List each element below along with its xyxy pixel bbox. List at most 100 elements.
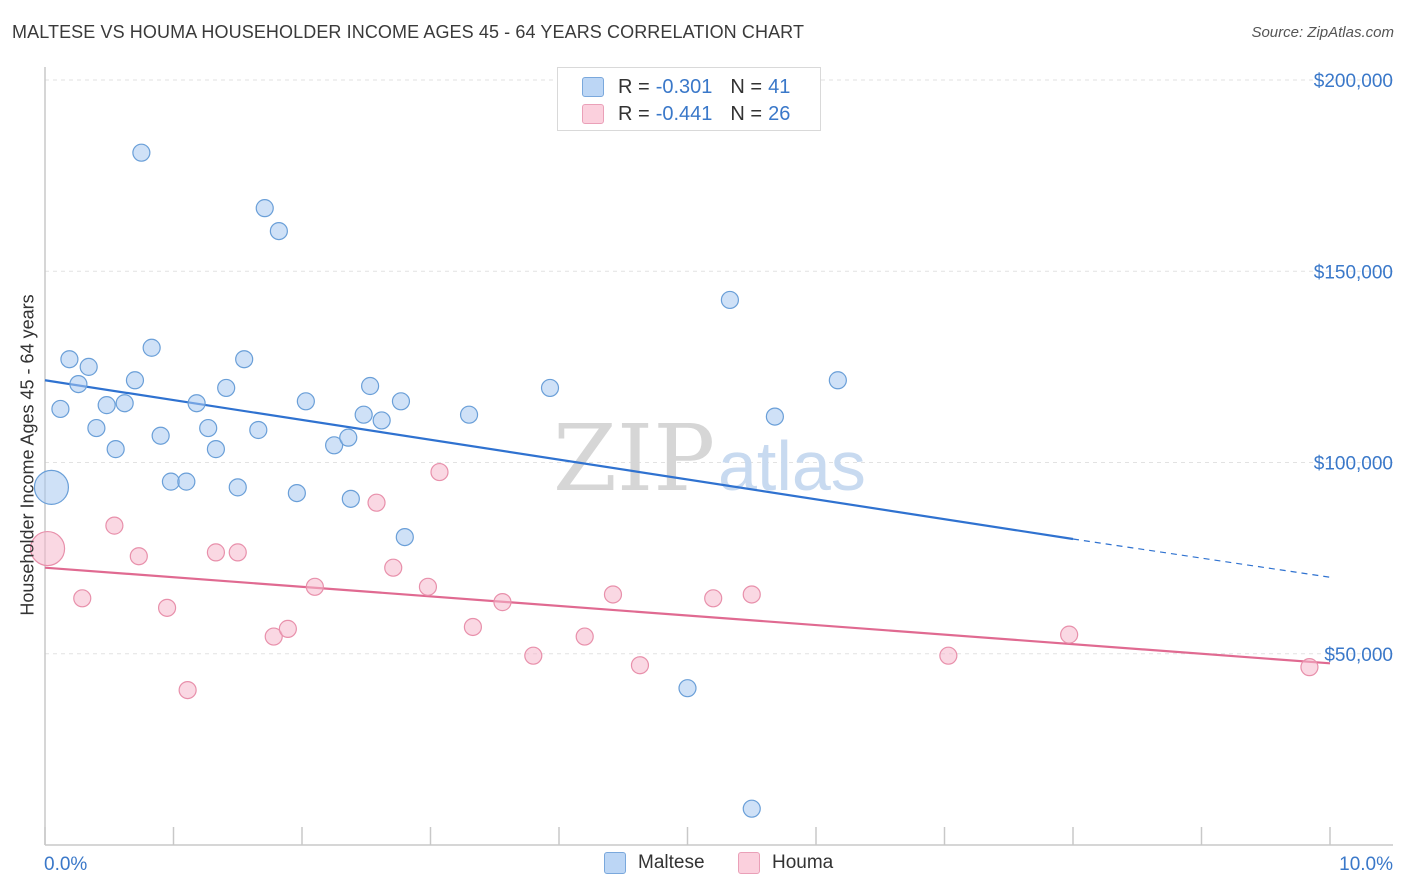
chart-title: MALTESE VS HOUMA HOUSEHOLDER INCOME AGES… [12, 22, 805, 42]
data-point-maltese [459, 405, 479, 424]
data-point-maltese [765, 407, 784, 426]
y-tick-label: $100,000 [1314, 454, 1393, 475]
tick-labels: $50,000 $100,000 $150,000 $200,000 0.0% 10.0% [44, 71, 1393, 875]
data-point-maltese [177, 472, 196, 491]
watermark: ZIP atlas [553, 405, 866, 512]
data-point-houma [630, 656, 650, 675]
data-point-maltese [97, 396, 116, 415]
data-point-maltese [255, 199, 274, 218]
data-point-houma [742, 585, 761, 604]
trend-line-maltese [44, 379, 1074, 541]
x-tick-label: 10.0% [1339, 854, 1393, 875]
y-axis-label: Householder Income Ages 45 - 64 years [17, 294, 38, 616]
data-point-maltese [228, 478, 247, 497]
series-legend-maltese[interactable]: Maltese [604, 852, 705, 874]
data-point-maltese [828, 371, 847, 390]
data-point-maltese [720, 290, 740, 310]
grid-lines [45, 79, 1393, 655]
data-point-houma [73, 589, 92, 608]
watermark-atlas: atlas [718, 427, 866, 505]
data-point-maltese [341, 489, 360, 508]
data-point-maltese [217, 378, 236, 398]
data-point-maltese [106, 440, 125, 459]
data-point-houma [367, 493, 386, 512]
data-point-houma [575, 627, 594, 646]
data-point-maltese [361, 376, 380, 396]
data-point-maltese [69, 374, 88, 394]
series-swatch-houma [738, 852, 760, 874]
data-point-maltese [60, 350, 79, 369]
data-point-maltese [339, 428, 358, 447]
data-point-maltese [125, 371, 145, 390]
series-legend: Maltese Houma [0, 852, 1406, 878]
y-tick-label: $50,000 [1324, 645, 1393, 666]
legend-r-value: -0.441 [655, 102, 713, 125]
data-point-maltese [395, 527, 414, 547]
data-point-maltese [187, 394, 206, 413]
data-point-maltese [391, 392, 411, 411]
legend-n-label: N = [730, 75, 763, 98]
data-point-houma [105, 516, 124, 535]
trend-extension-maltese [1072, 538, 1331, 578]
legend-swatch-houma [582, 104, 604, 124]
legend-r-label: R = [618, 102, 650, 125]
data-point-houma [939, 646, 958, 665]
data-point-maltese [269, 221, 288, 241]
data-point-maltese [33, 469, 70, 505]
legend-row-maltese: R = -0.301 N = 41 [582, 74, 790, 100]
data-point-houma [129, 547, 148, 566]
data-point-houma [1060, 625, 1079, 644]
data-point-maltese [540, 378, 560, 398]
data-point-houma [430, 462, 449, 482]
legend-swatch-maltese [582, 77, 604, 97]
data-point-houma [264, 627, 283, 646]
data-point-maltese [678, 679, 697, 698]
scatter-points [29, 143, 1319, 818]
data-point-maltese [372, 411, 391, 430]
data-point-maltese [79, 357, 98, 376]
series-legend-houma[interactable]: Houma [738, 852, 833, 874]
trend-lines [44, 379, 1331, 665]
legend-r-value: -0.301 [655, 75, 713, 98]
legend-r-label: R = [618, 75, 650, 98]
trend-line-houma [44, 566, 1331, 665]
data-point-maltese [132, 143, 151, 162]
data-point-houma [157, 598, 177, 617]
watermark-zip: ZIP [553, 405, 715, 512]
x-tick-label: 0.0% [44, 854, 87, 875]
legend-n-value: 26 [768, 102, 791, 125]
data-point-houma [524, 646, 543, 665]
data-point-houma [1300, 658, 1319, 677]
legend-n-value: 41 [768, 75, 791, 98]
data-point-maltese [51, 399, 70, 419]
data-point-maltese [142, 338, 161, 357]
data-point-houma [603, 585, 623, 604]
axes [44, 67, 1393, 846]
legend-n-label: N = [730, 102, 763, 125]
data-point-houma [228, 543, 247, 562]
data-point-maltese [742, 799, 761, 818]
chart-source: Source: ZipAtlas.com [1251, 24, 1394, 41]
data-point-maltese [287, 484, 306, 503]
data-point-maltese [199, 418, 218, 438]
data-point-houma [418, 577, 438, 596]
data-point-maltese [206, 440, 226, 459]
data-point-maltese [249, 420, 268, 440]
series-label-houma: Houma [772, 852, 834, 873]
data-point-maltese [325, 436, 344, 455]
legend-row-houma: R = -0.441 N = 26 [582, 101, 790, 127]
y-tick-label: $200,000 [1314, 71, 1393, 92]
data-point-houma [278, 619, 297, 638]
y-tick-label: $150,000 [1314, 262, 1393, 283]
data-point-maltese [235, 350, 254, 369]
data-point-houma [493, 593, 512, 612]
data-point-houma [384, 558, 403, 577]
data-point-maltese [161, 472, 181, 491]
data-point-houma [178, 680, 197, 700]
data-point-maltese [115, 394, 134, 413]
data-point-maltese [354, 405, 373, 424]
data-point-maltese [296, 392, 315, 411]
data-point-maltese [151, 426, 170, 445]
data-point-maltese [87, 418, 106, 438]
